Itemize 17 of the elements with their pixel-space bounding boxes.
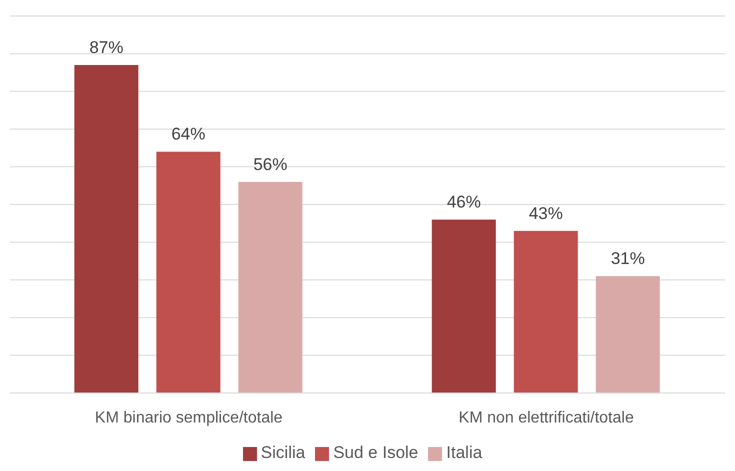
bar <box>238 182 302 393</box>
legend-label: Sud e Isole <box>333 443 418 462</box>
x-tick-label: KM binario semplice/totale <box>94 409 283 426</box>
x-tick-label: KM non elettrificati/totale <box>458 409 634 426</box>
legend-label: Sicilia <box>260 443 306 462</box>
bar <box>596 276 660 393</box>
data-label: 43% <box>528 204 563 223</box>
bar <box>74 65 138 393</box>
data-label: 31% <box>610 249 645 268</box>
bar <box>156 152 220 393</box>
data-label: 87% <box>89 38 124 58</box>
data-label: 46% <box>446 192 481 212</box>
data-label: 56% <box>253 154 288 174</box>
legend-label: Italia <box>446 443 482 462</box>
data-label: 64% <box>171 124 206 144</box>
bar <box>514 230 578 393</box>
bar <box>432 220 496 393</box>
